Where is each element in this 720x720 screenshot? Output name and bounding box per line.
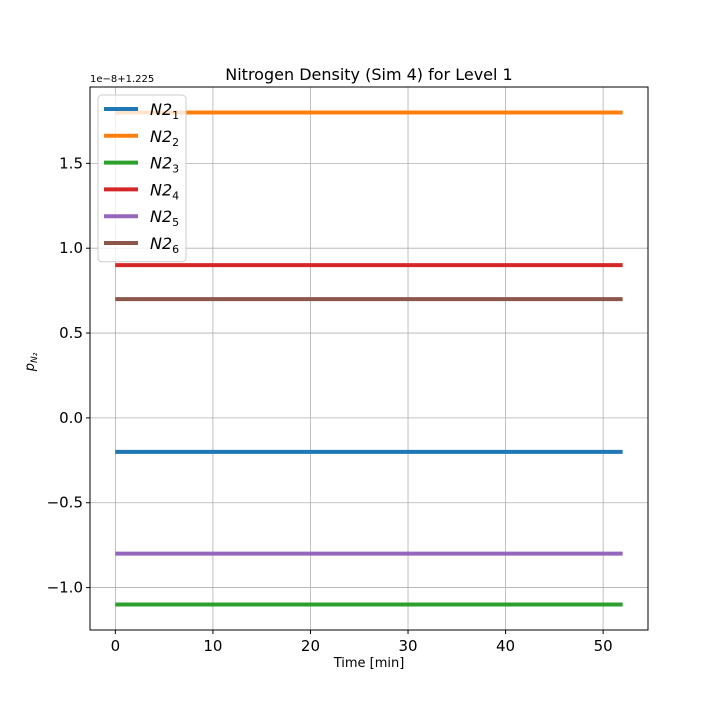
x-tick-label: 20 [301, 637, 320, 655]
legend-entry: N22 [150, 127, 179, 149]
legend-entry-subscript: 6 [172, 243, 179, 256]
legend-entry: N25 [150, 207, 179, 229]
legend-entry-subscript: 1 [172, 109, 179, 122]
legend-entry-subscript: 4 [172, 189, 179, 202]
legend-entry-name: N2 [150, 180, 172, 199]
y-offset-text: 1e−8+1.225 [90, 74, 154, 85]
series-lines [115, 110, 623, 607]
y-tick-label: −1.0 [47, 579, 83, 597]
y-tick-label: 1.0 [59, 239, 83, 257]
x-ticks: 0 10 20 30 40 50 [111, 630, 613, 655]
y-tick-label: 0.0 [59, 409, 83, 427]
legend-entry-name: N2 [150, 127, 172, 146]
legend-entry-name: N2 [150, 100, 172, 119]
y-tick-label: 0.5 [59, 324, 83, 342]
x-tick-label: 0 [111, 637, 121, 655]
y-axis-label-main: p [23, 363, 38, 372]
x-axis-label: Time [min] [333, 656, 405, 671]
legend-entry-name: N2 [150, 234, 172, 253]
y-tick-label: −0.5 [47, 494, 83, 512]
x-tick-label: 40 [496, 637, 515, 655]
legend-entry-subscript: 5 [172, 216, 179, 229]
x-tick-label: 50 [594, 637, 613, 655]
legend-entry: N21 [150, 100, 179, 122]
y-tick-label: 1.5 [59, 154, 83, 172]
chart-title: Nitrogen Density (Sim 4) for Level 1 [225, 65, 512, 84]
y-ticks: −1.0 −0.5 0.0 0.5 1.0 1.5 [47, 154, 90, 597]
legend-entry-subscript: 3 [172, 163, 179, 176]
y-axis-label-subscript: N₂ [30, 352, 40, 363]
x-tick-label: 30 [398, 637, 417, 655]
x-tick-label: 10 [203, 637, 222, 655]
plot-frame [89, 86, 649, 631]
legend-entry: N26 [150, 234, 179, 256]
legend-entry: N23 [150, 154, 179, 176]
legend-entry-name: N2 [150, 207, 172, 226]
y-axis-label: pN₂ [23, 352, 40, 372]
legend-entry: N24 [150, 180, 179, 202]
legend-entry-name: N2 [150, 154, 172, 173]
legend-entry-subscript: 2 [172, 136, 179, 149]
